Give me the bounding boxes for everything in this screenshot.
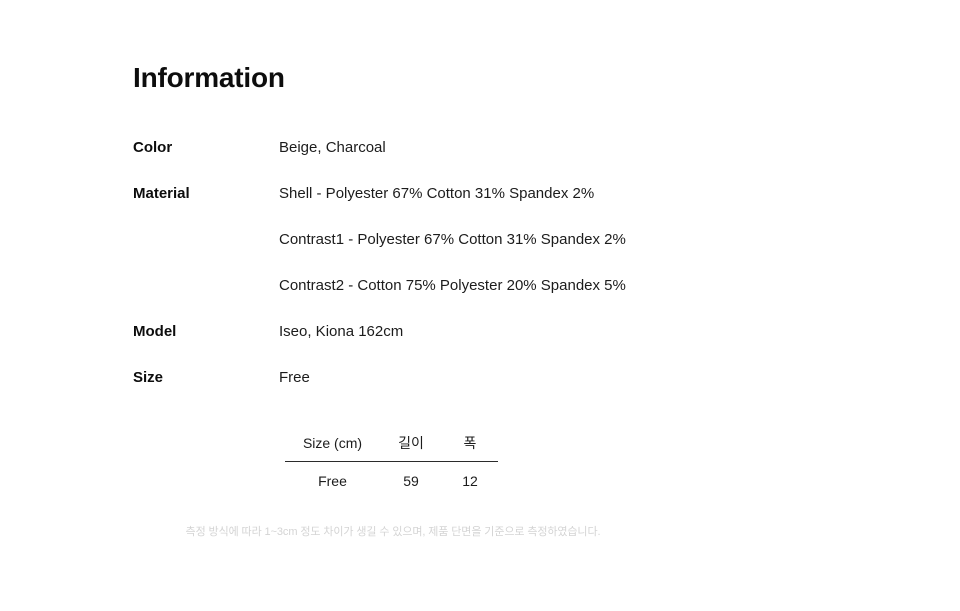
cell-width-value: 12: [462, 473, 478, 489]
spec-value-material-contrast2: Contrast2 - Cotton 75% Polyester 20% Spa…: [279, 277, 626, 294]
spec-row-color: Color Beige, Charcoal: [133, 138, 833, 184]
spec-row-material: Material Shell - Polyester 67% Cotton 31…: [133, 184, 833, 230]
measurement-disclaimer: 측정 방식에 따라 1~3cm 정도 차이가 생길 수 있으며, 제품 단면을 …: [185, 526, 601, 538]
size-measurement-table: Size (cm) 길이 폭 Free 59 12: [285, 425, 498, 500]
column-header-size: Size (cm): [285, 425, 380, 462]
spec-label-material: Material: [133, 185, 190, 202]
spec-label-color: Color: [133, 139, 173, 156]
specification-list: Color Beige, Charcoal Material Shell - P…: [133, 138, 833, 414]
spec-row-material-contrast2: Contrast2 - Cotton 75% Polyester 20% Spa…: [133, 276, 833, 322]
spec-row-model: Model Iseo, Kiona 162cm: [133, 322, 833, 368]
spec-value-model: Iseo, Kiona 162cm: [279, 323, 404, 340]
table-header-row: Size (cm) 길이 폭: [285, 425, 498, 462]
spec-row-material-contrast1: Contrast1 - Polyester 67% Cotton 31% Spa…: [133, 230, 833, 276]
spec-value-material-contrast1: Contrast1 - Polyester 67% Cotton 31% Spa…: [279, 231, 626, 248]
table-row: Free 59 12: [285, 462, 498, 501]
spec-label-size: Size: [133, 369, 164, 386]
spec-value-color: Beige, Charcoal: [279, 139, 386, 156]
cell-size-free: Free: [318, 473, 347, 489]
spec-value-material-shell: Shell - Polyester 67% Cotton 31% Spandex…: [279, 185, 595, 202]
spec-value-size: Free: [279, 369, 310, 386]
spec-row-size: Size Free: [133, 368, 833, 414]
size-table-body: Free 59 12: [285, 462, 498, 501]
page-title: Information: [133, 62, 285, 93]
column-header-width: 폭: [442, 425, 498, 462]
column-header-length: 길이: [380, 425, 442, 462]
spec-label-model: Model: [133, 323, 177, 340]
cell-length-value: 59: [403, 473, 419, 489]
size-table-head: Size (cm) 길이 폭: [285, 425, 498, 462]
